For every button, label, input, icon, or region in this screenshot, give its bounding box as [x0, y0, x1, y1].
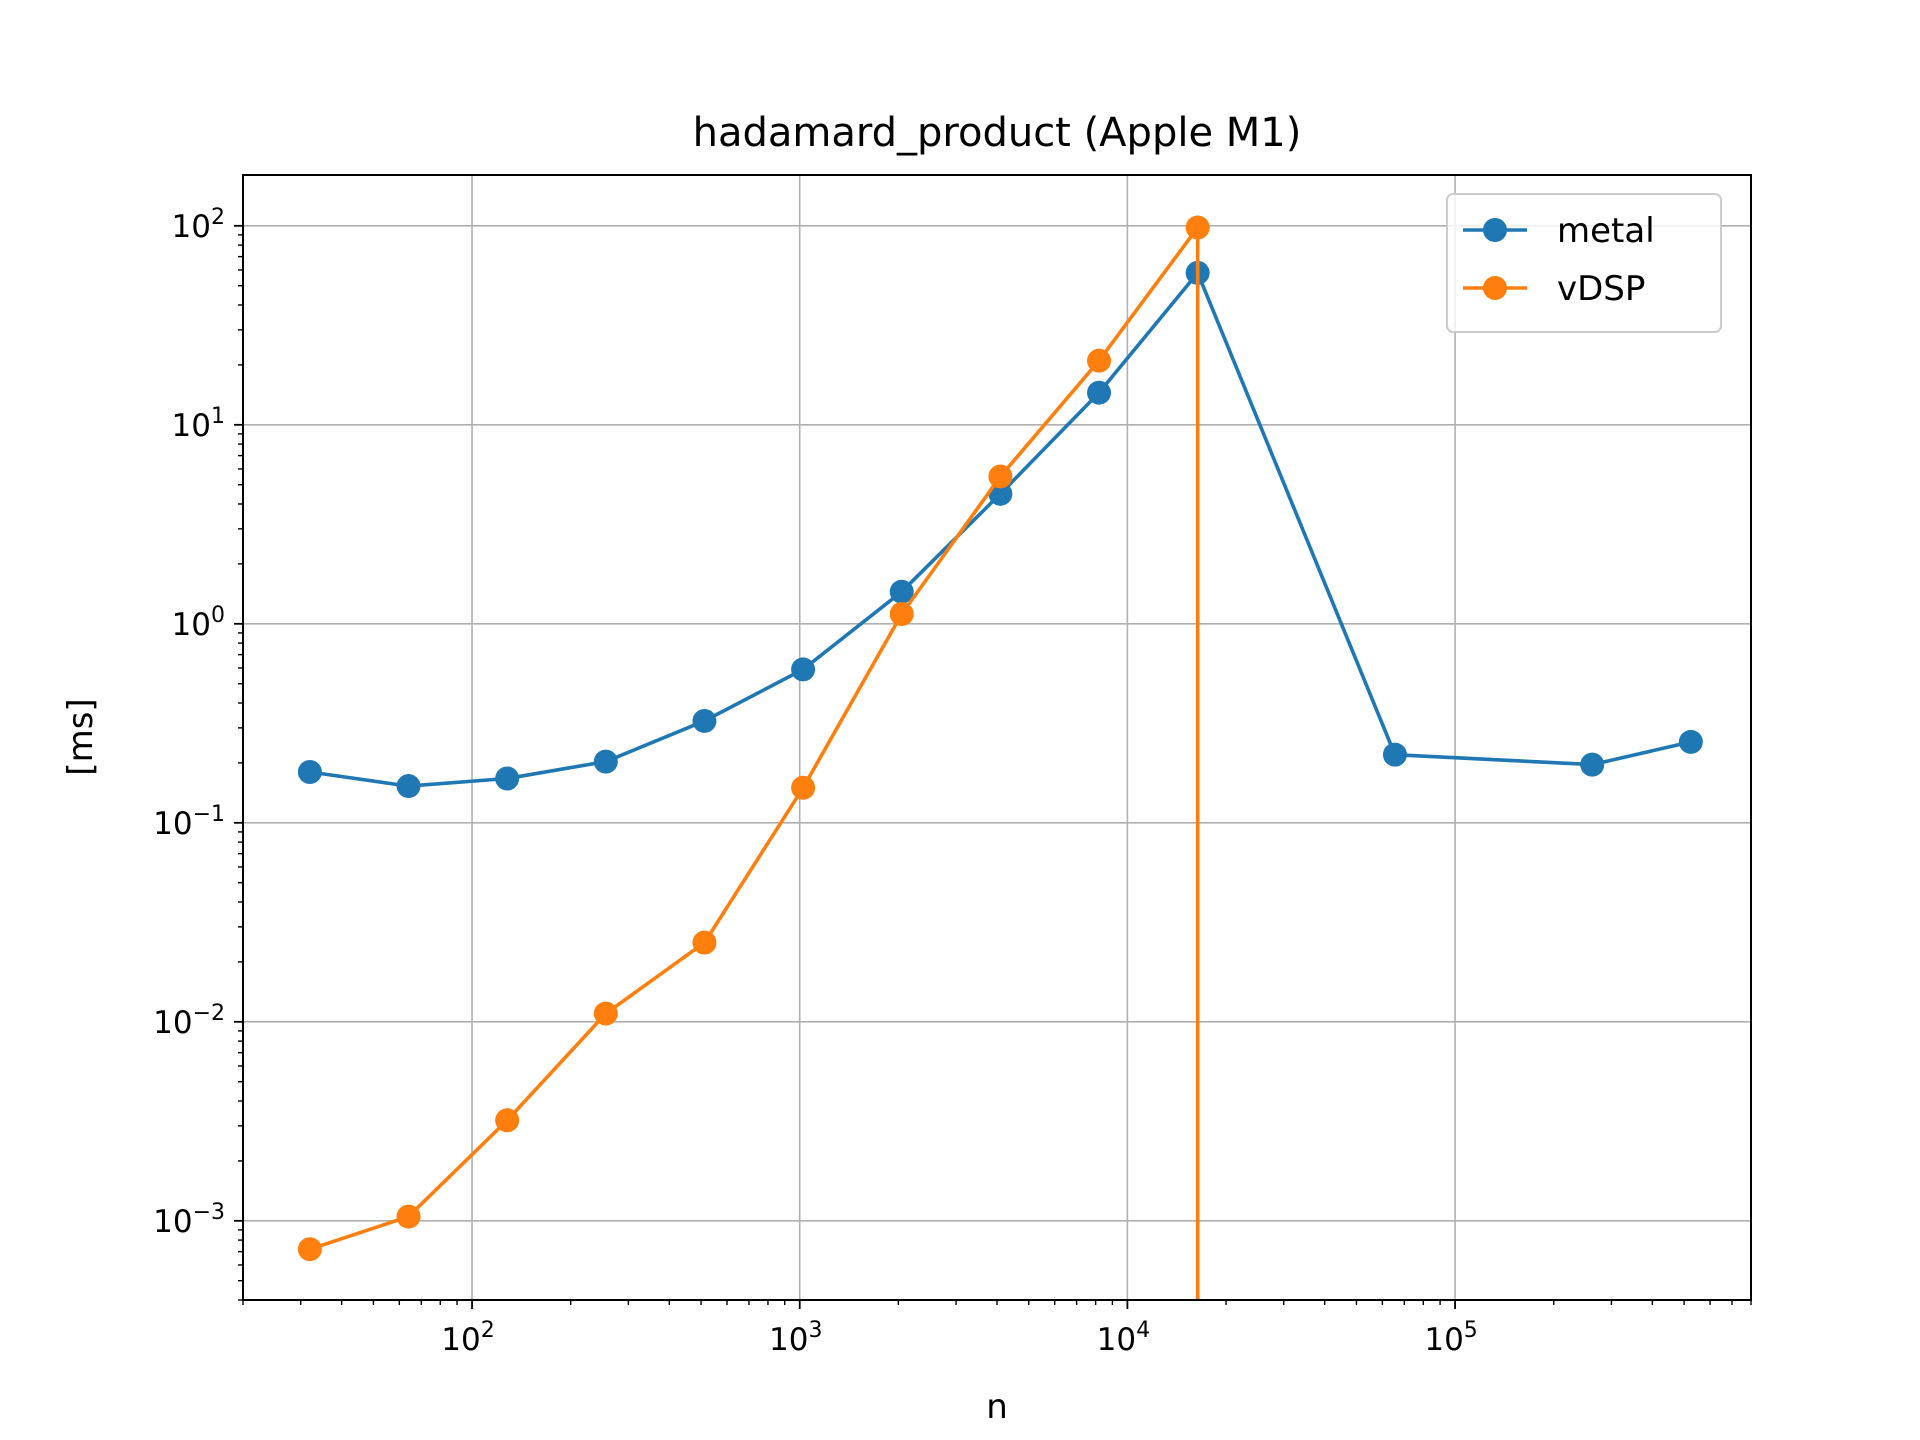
data-point-metal — [791, 657, 816, 682]
y-tick-label: 10−1 — [153, 802, 225, 842]
y-axis-ticks: 10−3 10−2 10−1 100 101 102 — [153, 205, 243, 1301]
data-point-metal — [692, 708, 717, 733]
data-point-vDSP — [988, 464, 1013, 489]
series-line-vDSP — [309, 225, 1200, 1300]
plot-frame — [242, 174, 1752, 1301]
x-tick-label: 102 — [441, 1318, 494, 1358]
x-axis-ticks: 102 103 104 105 — [242, 1300, 1752, 1358]
y-tick-label: 101 — [172, 404, 225, 444]
data-point-vDSP — [495, 1108, 520, 1133]
legend-marker-vDSP — [1483, 276, 1507, 300]
series-metal — [297, 260, 1703, 799]
data-point-metal — [1678, 729, 1703, 754]
legend-label-metal: metal — [1557, 211, 1655, 251]
chart-title: hadamard_product (Apple M1) — [693, 110, 1302, 156]
series-vDSP — [297, 215, 1210, 1300]
y-tick-label: 10−2 — [153, 1001, 225, 1041]
data-point-metal — [1087, 380, 1112, 405]
data-point-metal — [396, 774, 421, 799]
data-point-metal — [495, 766, 520, 791]
legend: metal vDSP — [1446, 193, 1722, 333]
data-point-vDSP — [1087, 348, 1112, 373]
y-tick-label: 100 — [172, 603, 225, 643]
data-point-metal — [593, 749, 618, 774]
legend-label-vDSP: vDSP — [1557, 269, 1645, 309]
x-tick-label: 103 — [769, 1318, 822, 1358]
data-point-vDSP — [396, 1204, 421, 1229]
data-point-vDSP — [297, 1237, 322, 1262]
y-tick-label: 102 — [172, 205, 225, 245]
y-axis-label: [ms] — [61, 698, 101, 775]
data-point-metal — [297, 760, 322, 785]
x-tick-label: 104 — [1097, 1318, 1150, 1358]
data-point-metal — [1382, 742, 1407, 767]
series-layer — [297, 215, 1703, 1300]
data-point-vDSP — [1185, 215, 1210, 240]
data-point-metal — [1580, 752, 1605, 777]
x-tick-label: 105 — [1424, 1318, 1477, 1358]
data-point-vDSP — [889, 602, 914, 627]
data-point-vDSP — [791, 775, 816, 800]
data-point-vDSP — [593, 1001, 618, 1026]
grid — [243, 175, 1751, 1300]
series-line-metal — [309, 271, 1692, 788]
data-point-metal — [889, 579, 914, 604]
x-axis-label: n — [986, 1387, 1008, 1427]
legend-marker-metal — [1483, 218, 1507, 242]
y-tick-label: 10−3 — [153, 1200, 225, 1240]
data-point-vDSP — [692, 930, 717, 955]
